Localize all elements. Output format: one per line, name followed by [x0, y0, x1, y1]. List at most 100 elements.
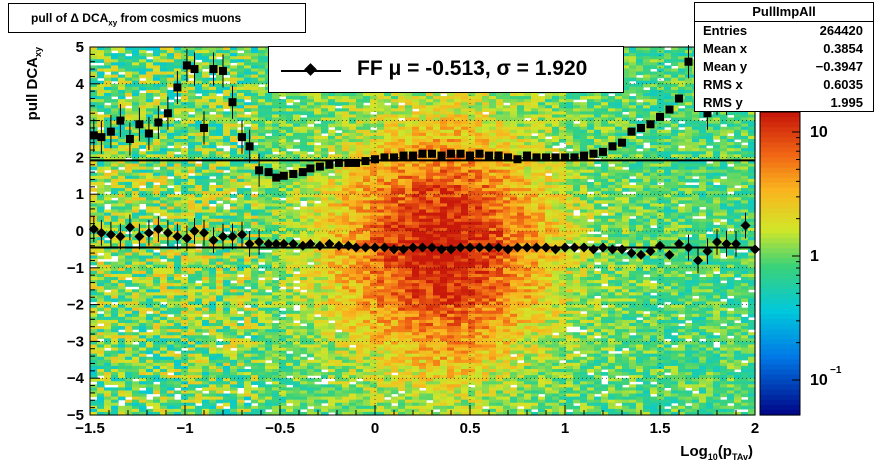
heatmap-cell [167, 332, 175, 336]
heatmap-cell [202, 270, 210, 275]
heatmap-cell [90, 252, 98, 257]
heatmap-cell [153, 209, 161, 214]
heatmap-cell [97, 369, 105, 373]
heatmap-cell [160, 307, 168, 312]
heatmap-cell [153, 378, 161, 382]
heatmap-cell [125, 240, 133, 244]
heatmap-cell [202, 59, 210, 63]
heatmap-cell [97, 249, 105, 254]
heatmap-cell [125, 399, 133, 404]
heatmap-cell [195, 359, 203, 364]
heatmap-cell [195, 139, 203, 143]
heatmap-cell [104, 249, 112, 254]
heatmap-cell [132, 384, 140, 388]
heatmap-cell [111, 304, 119, 309]
heatmap-cell [139, 83, 147, 88]
heatmap-cell [146, 117, 154, 122]
heatmap-cell [146, 375, 154, 379]
heatmap-cell [111, 347, 119, 352]
heatmap-cell [174, 316, 182, 321]
heatmap-cell [90, 365, 98, 370]
heatmap-cell [97, 347, 105, 352]
heatmap-cell [111, 221, 119, 226]
heatmap-cell [167, 117, 175, 122]
heatmap-cell [132, 114, 140, 119]
heatmap-cell [195, 145, 203, 149]
heatmap-cell [97, 319, 105, 324]
heatmap-cell [195, 319, 203, 324]
heatmap-cell [125, 341, 133, 346]
heatmap-cell [195, 157, 203, 162]
heatmap-cell [97, 145, 105, 149]
heatmap-cell [146, 62, 154, 66]
heatmap-cell [153, 408, 161, 413]
heatmap-cell [167, 301, 175, 306]
heatmap-cell [307, 372, 315, 376]
heatmap-cell [146, 209, 154, 214]
heatmap-cell [167, 267, 175, 272]
heatmap-cell [132, 313, 140, 318]
heatmap-cell [153, 80, 161, 85]
heatmap-cell [97, 120, 105, 125]
heatmap-cell [111, 267, 119, 272]
heatmap-cell [125, 93, 133, 97]
heatmap-cell [202, 258, 210, 263]
heatmap-cell [363, 99, 371, 103]
heatmap-cell [167, 255, 175, 260]
heatmap-cell [111, 332, 119, 336]
heatmap-cell [90, 273, 98, 278]
heatmap-cell [118, 258, 126, 263]
heatmap-cell [174, 181, 182, 186]
heatmap-cell [125, 270, 133, 275]
heatmap-cell [181, 240, 189, 244]
heatmap-cell [139, 372, 147, 376]
heatmap-cell [97, 123, 105, 128]
heatmap-cell [111, 77, 119, 82]
heatmap-cell [132, 108, 140, 112]
heatmap-cell [174, 381, 182, 385]
heatmap-cell [97, 157, 105, 162]
heatmap-cell [160, 295, 168, 300]
heatmap-cell [125, 234, 133, 238]
heatmap-cell [209, 200, 217, 204]
heatmap-cell [139, 53, 147, 57]
heatmap-cell [153, 114, 161, 119]
heatmap-cell [118, 200, 126, 204]
heatmap-cell [181, 319, 189, 324]
heatmap-cell [146, 344, 154, 349]
heatmap-cell [153, 335, 161, 339]
heatmap-cell [188, 304, 196, 309]
heatmap-cell [139, 332, 147, 336]
heatmap-cell [118, 384, 126, 388]
heatmap-cell [167, 384, 175, 388]
heatmap-cell [153, 402, 161, 407]
heatmap-cell [146, 369, 154, 373]
heatmap-cell [202, 215, 210, 220]
heatmap-cell [188, 249, 196, 254]
heatmap-cell [118, 264, 126, 269]
heatmap-cell [202, 221, 210, 226]
heatmap-cell [244, 283, 252, 287]
heatmap-cell [118, 145, 126, 149]
heatmap-cell [146, 323, 154, 327]
heatmap-cell [174, 369, 182, 373]
heatmap-cell [139, 99, 147, 103]
heatmap-cell [139, 93, 147, 97]
heatmap-cell [146, 408, 154, 413]
heatmap-cell [111, 212, 119, 217]
heatmap-cell [125, 237, 133, 241]
heatmap-cell [195, 123, 203, 128]
heatmap-cell [104, 89, 112, 94]
heatmap-cell [181, 218, 189, 223]
heatmap-cell [202, 384, 210, 388]
heatmap-cell [139, 145, 147, 149]
heatmap-cell [146, 313, 154, 318]
heatmap-cell [111, 200, 119, 204]
heatmap-cell [132, 227, 140, 232]
heatmap-cell [195, 212, 203, 217]
heatmap-cell [160, 332, 168, 336]
heatmap-cell [167, 399, 175, 404]
heatmap-cell [97, 221, 105, 226]
heatmap-cell [125, 243, 133, 247]
heatmap-cell [139, 96, 147, 100]
